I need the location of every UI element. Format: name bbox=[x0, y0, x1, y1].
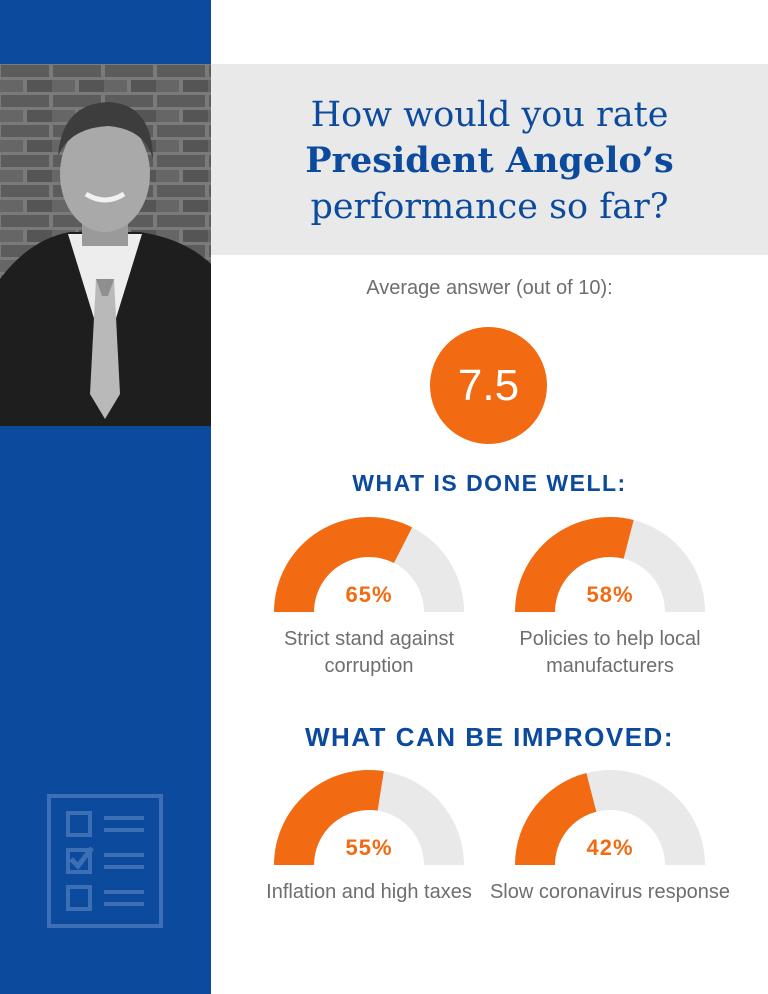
gauge-inflation: 55% Inflation and high taxes bbox=[266, 769, 472, 903]
gauge-value: 42% bbox=[586, 835, 634, 860]
title-line-2: President Angelo’s bbox=[305, 140, 674, 181]
gauge-fill bbox=[274, 770, 384, 865]
gauge-fill bbox=[274, 516, 413, 612]
page-title: How would you rate President Angelo’s pe… bbox=[211, 92, 768, 230]
section-heading-done-well: WHAT IS DONE WELL: bbox=[352, 470, 627, 496]
gauge-coronavirus: 42% Slow coronavirus response bbox=[490, 769, 730, 903]
section-heading-improve: WHAT CAN BE IMPROVED: bbox=[304, 722, 674, 752]
portrait-photo bbox=[0, 64, 211, 426]
gauge-corruption: 65% Strict stand against corruption bbox=[274, 516, 464, 677]
gauge-fill bbox=[515, 516, 634, 612]
title-line-1: How would you rate bbox=[310, 95, 669, 135]
gauge-label: Slow coronavirus response bbox=[489, 881, 731, 903]
checklist-icon bbox=[46, 793, 164, 934]
gauge-label: Policies to help local manufacturers bbox=[519, 628, 701, 677]
title-band bbox=[211, 64, 768, 255]
gauge-label: Strict stand against corruption bbox=[283, 628, 455, 677]
gauge-value: 65% bbox=[345, 582, 393, 607]
average-score-badge: 7.5 bbox=[430, 327, 547, 444]
title-line-3: performance so far? bbox=[310, 187, 669, 227]
gauge-manufacturers: 58% Policies to help local manufacturers bbox=[515, 516, 705, 677]
gauge-value: 58% bbox=[586, 582, 634, 607]
gauge-value: 55% bbox=[345, 835, 393, 860]
gauge-label: Inflation and high taxes bbox=[266, 881, 472, 903]
gauge-fill bbox=[515, 772, 597, 865]
average-label: Average answer (out of 10): bbox=[366, 277, 613, 299]
